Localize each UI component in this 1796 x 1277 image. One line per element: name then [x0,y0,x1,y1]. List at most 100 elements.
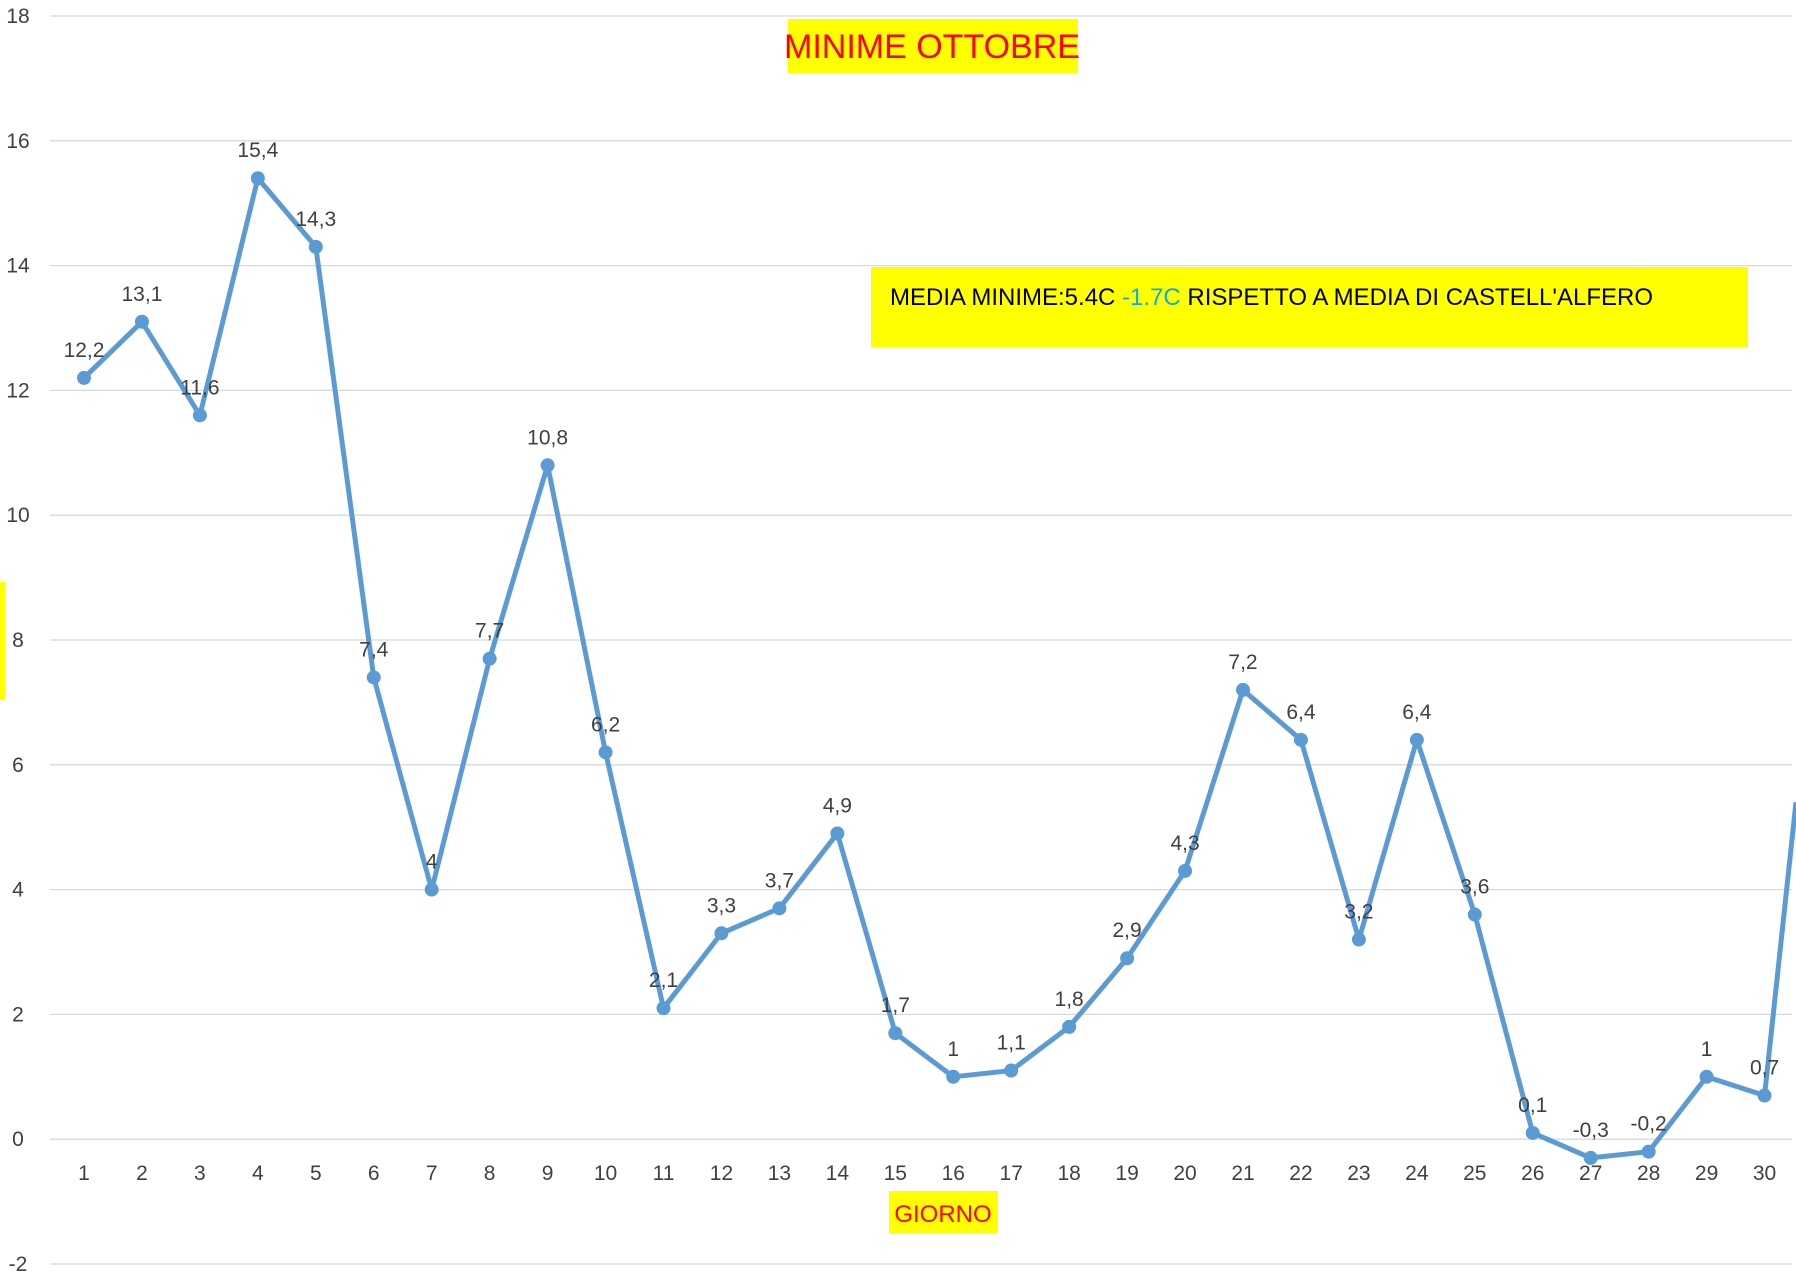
x-tick-label: 1 [78,1162,90,1185]
data-point [134,314,149,329]
data-point [1525,1125,1540,1140]
y-tick-label: 2 [12,1003,24,1026]
x-tick-label: 10 [594,1162,617,1185]
data-point [946,1069,961,1084]
x-tick-label: 29 [1695,1162,1718,1185]
y-tick-label: 18 [6,5,29,28]
data-label: 4 [426,851,438,874]
data-point [1583,1150,1598,1165]
y-tick-label: 4 [12,879,24,902]
data-label: 3,3 [707,894,736,917]
data-point [482,651,497,666]
data-label: 6,4 [1402,701,1432,724]
data-label: 2,1 [649,969,678,992]
data-point [714,926,729,941]
gridlines [50,15,1792,1265]
data-label: 0,7 [1750,1057,1779,1080]
x-tick-label: 7 [426,1162,438,1185]
annotation-highlight [871,267,1748,347]
data-point [1178,863,1193,878]
data-label: 6,2 [591,713,620,736]
x-tick-label: 2 [136,1162,148,1185]
x-tick-label: 8 [484,1162,496,1185]
x-tick-label: 5 [310,1162,322,1185]
x-tick-label: 28 [1637,1162,1660,1185]
y-tick-label: 12 [6,379,29,402]
data-point [366,670,381,685]
data-label: 1,7 [881,994,910,1017]
data-point [830,826,845,841]
x-axis-label: GIORNO [894,1201,991,1228]
data-point [1236,682,1250,697]
data-label: -0,2 [1631,1113,1667,1136]
data-point [1351,932,1366,947]
x-tick-label: 26 [1521,1162,1544,1185]
data-label: 1 [947,1038,959,1061]
data-label: 3,2 [1344,901,1373,924]
data-point [772,901,787,916]
x-tick-label: 14 [826,1162,850,1185]
x-tick-label: 16 [942,1162,965,1185]
data-labels: 12,213,111,615,414,37,447,710,86,22,13,3… [64,139,1780,1142]
data-point [77,370,91,385]
x-tick-label: 6 [368,1162,380,1185]
y-tick-label: 6 [12,754,24,777]
data-point [250,171,265,186]
x-tick-label: 3 [194,1162,206,1185]
x-tick-label: 18 [1057,1162,1080,1185]
x-tick-label: 12 [710,1162,733,1185]
x-tick-label: 21 [1231,1162,1254,1185]
data-point [1757,1088,1772,1103]
y-tick-label: -2 [9,1253,28,1276]
y-tick-label: 0 [12,1128,24,1151]
data-label: 3,6 [1460,876,1489,899]
data-label: 12,2 [64,339,105,362]
data-label: 6,4 [1286,701,1316,724]
data-point [888,1026,903,1041]
data-label: 2,9 [1112,919,1141,942]
x-tick-label: 11 [653,1162,675,1185]
series-line [77,171,1796,1165]
data-label: 4,3 [1170,832,1199,855]
data-label: 4,9 [823,794,852,817]
data-label: 3,7 [765,869,794,892]
data-label: -0,3 [1573,1119,1609,1142]
x-tick-label: 27 [1579,1162,1602,1185]
x-tick-label: 4 [252,1162,264,1185]
data-label: 7,2 [1228,651,1257,674]
data-point [1409,732,1424,747]
data-label: 7,7 [475,620,504,643]
x-tick-label: 19 [1115,1162,1138,1185]
annotation-text: MEDIA MINIME:5.4C -1.7C RISPETTO A MEDIA… [890,284,1653,311]
x-tick-label: 17 [1000,1162,1023,1185]
y-axis-ticks: -2 0 2 4 6 8 10 12 14 16 18 [6,5,30,1276]
data-point [1062,1019,1077,1034]
data-label: 15,4 [237,139,278,162]
data-point [1699,1069,1714,1084]
xlabel-highlight [889,1191,998,1233]
data-label: 1,8 [1055,988,1084,1011]
data-point [540,458,555,473]
data-point [1641,1144,1656,1159]
series-polyline [82,175,1796,1161]
data-point [1293,732,1308,747]
data-label: 10,8 [527,426,568,449]
x-tick-label: 22 [1289,1162,1312,1185]
data-point [1467,907,1482,922]
data-label: 7,4 [359,638,389,661]
x-axis-ticks: 1 2 3 4 5 6 7 8 9 10 11 12 13 14 15 16 17 18 19 20 21 22 23 24 2… [78,1162,1776,1185]
x-tick-label: 20 [1173,1162,1196,1185]
y-tick-label: 8 [12,629,24,652]
data-label: 11,6 [180,376,219,399]
data-point [424,882,439,897]
x-tick-label: 30 [1753,1162,1776,1185]
data-point [598,745,613,760]
y-tick-label: 16 [6,130,29,153]
data-point [656,1001,671,1016]
annotation-suffix: RISPETTO A MEDIA DI CASTELL'ALFERO [1181,284,1653,311]
x-tick-label: 23 [1347,1162,1370,1185]
x-tick-label: 13 [768,1162,791,1185]
chart-title: MINIME OTTOBRE [784,28,1080,66]
data-label: 14,3 [295,208,336,231]
